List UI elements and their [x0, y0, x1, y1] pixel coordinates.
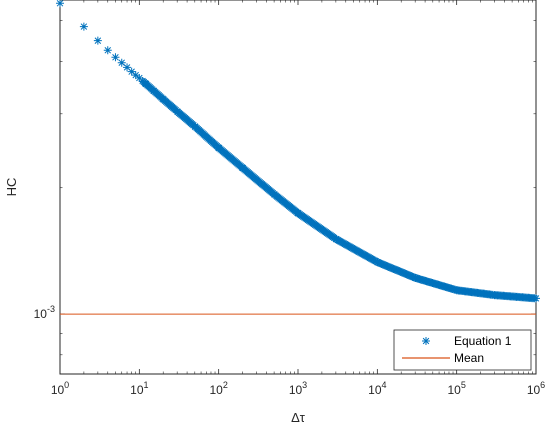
y-tick-labels: 10-3 [34, 304, 55, 321]
legend-label-equation-1: Equation 1 [454, 334, 512, 348]
legend-label-mean: Mean [454, 351, 484, 365]
x-tick-label: 104 [368, 380, 386, 397]
y-axis-title: HC [4, 178, 19, 197]
plot-area [59, 0, 537, 375]
legend-box [393, 329, 532, 371]
x-tick-label: 102 [209, 380, 227, 397]
x-tick-label: 106 [527, 380, 545, 397]
x-tick-label: 101 [130, 380, 148, 397]
data-point [371, 257, 380, 266]
minor-ticks [60, 0, 536, 374]
data-point [409, 273, 418, 282]
data-point [111, 53, 120, 62]
x-tick-label: 100 [51, 380, 69, 397]
data-point [330, 233, 339, 242]
x-axis-title: Δτ [291, 410, 306, 425]
x-tick-label: 103 [289, 380, 307, 397]
legend: Equation 1 Mean [393, 329, 532, 371]
data-point [451, 285, 460, 294]
data-point [127, 67, 136, 76]
x-tick-labels: 100 101 102 103 104 105 106 [51, 380, 545, 397]
data-point [530, 294, 539, 303]
data-point [123, 63, 132, 72]
data-point [93, 36, 102, 45]
legend-marker-equation-1 [422, 337, 430, 345]
data-point [117, 58, 126, 67]
data-point [103, 46, 112, 55]
y-tick-label: 10-3 [34, 304, 55, 321]
data-point [131, 71, 140, 80]
data-point [135, 74, 144, 83]
data-point [79, 22, 88, 31]
data-point [56, 0, 64, 8]
equation-1-series [56, 0, 540, 303]
x-tick-label: 105 [447, 380, 465, 397]
legend-marker-symbol [422, 337, 430, 345]
